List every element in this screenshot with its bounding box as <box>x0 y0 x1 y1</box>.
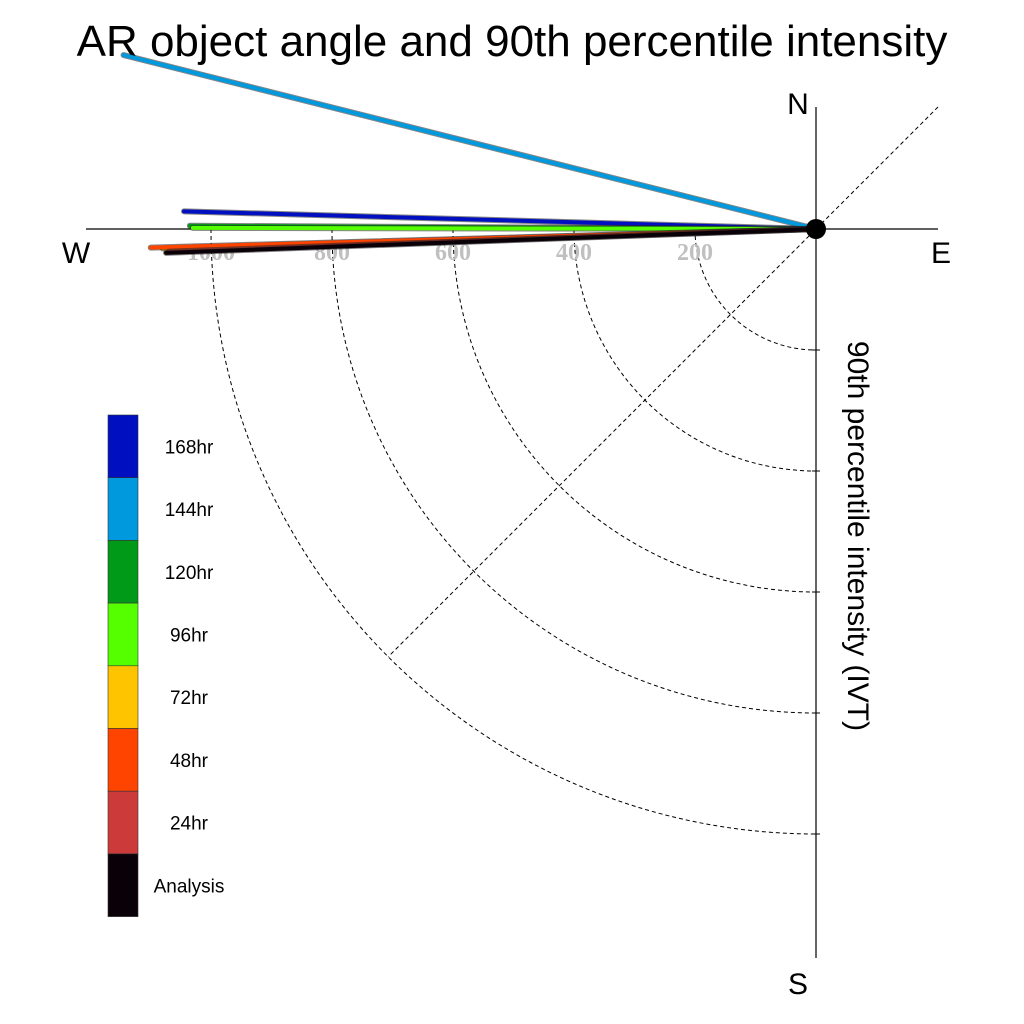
radial-tick-label-200: 200 <box>677 240 713 266</box>
legend-swatch-analysis <box>107 853 139 917</box>
grid-arc-800 <box>331 228 817 714</box>
legend-swatch-120hr <box>107 540 139 604</box>
legend-swatch-72hr <box>107 665 139 729</box>
series-layer <box>120 52 826 256</box>
legend-swatch-144hr <box>107 477 139 541</box>
series-line-96hr <box>190 225 818 231</box>
legend-label-analysis: Analysis <box>154 876 225 897</box>
compass-west-label: W <box>62 237 91 270</box>
legend-label-72hr: 72hr <box>170 688 209 709</box>
legend: 168hr 144hr 120hr 96hr 72hr 48hr 24hr Analysis <box>107 414 225 917</box>
grid-arc-200 <box>694 228 817 351</box>
compass-south-label: S <box>788 968 808 1001</box>
legend-label-120hr: 120hr <box>165 563 214 584</box>
legend-label-48hr: 48hr <box>170 751 209 772</box>
legend-swatch-96hr <box>107 602 139 667</box>
compass-north-label: N <box>787 88 809 121</box>
legend-label-144hr: 144hr <box>165 500 214 521</box>
legend-swatch-48hr <box>107 728 139 792</box>
series-line-144hr <box>121 53 818 231</box>
legend-swatch-168hr <box>107 414 139 479</box>
grid-diagonal <box>387 106 939 658</box>
chart-title: AR object angle and 90th percentile inte… <box>77 17 948 66</box>
grid-arc-600 <box>452 228 817 593</box>
legend-label-96hr: 96hr <box>170 625 209 646</box>
grid-arc-1000 <box>210 228 817 835</box>
radial-tick-label-400: 400 <box>556 240 592 266</box>
origin-marker <box>806 219 826 239</box>
legend-swatch-24hr <box>107 790 139 855</box>
legend-label-24hr: 24hr <box>170 814 209 835</box>
grid-layer <box>210 106 939 835</box>
compass-east-label: E <box>931 237 951 270</box>
series-line-analysis <box>164 227 818 255</box>
radial-axis-label: 90th percentile intensity (IVT) <box>841 341 874 731</box>
legend-label-168hr: 168hr <box>165 437 214 458</box>
